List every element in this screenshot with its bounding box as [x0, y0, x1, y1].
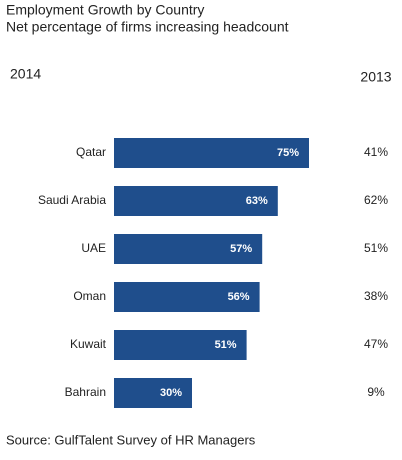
category-label: Oman: [73, 289, 106, 303]
category-label: Kuwait: [70, 337, 107, 351]
series-header: 2013: [360, 69, 391, 85]
bar: [114, 186, 278, 216]
bar: [114, 282, 260, 312]
value-label: 47%: [364, 337, 388, 351]
value-label: 51%: [215, 339, 237, 351]
category-label: Saudi Arabia: [38, 193, 106, 207]
value-label: 63%: [246, 195, 268, 207]
value-label: 9%: [367, 385, 385, 399]
category-label: Qatar: [76, 145, 106, 159]
value-label: 75%: [277, 147, 299, 159]
value-label: 51%: [364, 241, 388, 255]
value-label: 62%: [364, 193, 388, 207]
category-label: Bahrain: [65, 385, 106, 399]
value-label: 56%: [228, 291, 250, 303]
series-header: 2014: [10, 66, 41, 82]
value-label: 30%: [160, 387, 182, 399]
category-label: UAE: [81, 241, 106, 255]
value-label: 41%: [364, 145, 388, 159]
bar: [114, 138, 309, 168]
value-label: 57%: [230, 243, 252, 255]
bar: [114, 234, 263, 264]
source: Source: GulfTalent Survey of HR Managers: [6, 432, 256, 447]
value-label: 38%: [364, 289, 388, 303]
bar: [114, 378, 192, 408]
bar: [114, 330, 247, 360]
chart-title: Employment Growth by Country: [6, 2, 204, 18]
chart-subtitle: Net percentage of firms increasing headc…: [6, 19, 289, 35]
